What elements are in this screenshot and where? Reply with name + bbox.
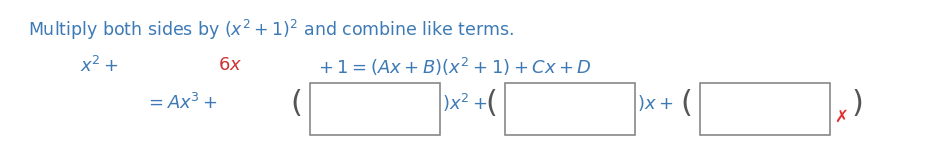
Text: (: ( (680, 88, 692, 118)
Text: ✗: ✗ (834, 108, 848, 126)
Text: ): ) (852, 88, 864, 118)
Text: $x^2 +\ $: $x^2 +\ $ (80, 56, 119, 76)
Text: $)x^2 +$: $)x^2 +$ (442, 92, 487, 114)
Text: (: ( (290, 88, 302, 118)
Text: $= Ax^3 +$: $= Ax^3 +$ (145, 93, 218, 113)
Text: (: ( (486, 88, 497, 118)
Bar (700, 83, 830, 135)
Bar (505, 83, 635, 135)
Text: $6x$: $6x$ (217, 56, 241, 74)
Text: Multiply both sides by $(x^2 + 1)^2$ and combine like terms.: Multiply both sides by $(x^2 + 1)^2$ and… (28, 18, 514, 42)
Text: $\ + 1 = (Ax + B)(x^2 + 1) + Cx + D$: $\ + 1 = (Ax + B)(x^2 + 1) + Cx + D$ (309, 56, 593, 78)
Text: $)x +$: $)x +$ (637, 93, 673, 113)
Bar (310, 83, 440, 135)
